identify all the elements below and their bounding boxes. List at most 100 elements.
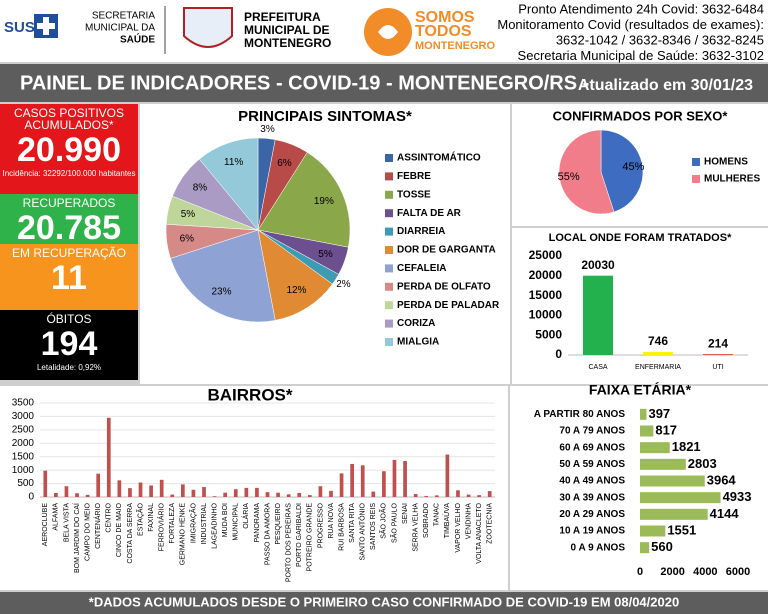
data-label: 4933 xyxy=(723,489,752,504)
indicator-label: EM RECUPERAÇÃO xyxy=(11,246,127,260)
x-tick-label: VAPOR VELHO xyxy=(455,502,462,552)
indicator: ÓBITOS 194 Letalidade: 0,92% xyxy=(0,310,138,380)
data-label: 817 xyxy=(655,422,677,437)
x-tick-label: BELA VISTA xyxy=(63,503,70,542)
bar xyxy=(255,487,259,497)
bar xyxy=(640,525,666,537)
contact-text: Monitoramento Covid (resultados de exame… xyxy=(497,17,764,32)
bar xyxy=(640,442,670,454)
y-tick-label: 25000 xyxy=(529,248,563,262)
bar xyxy=(640,425,654,437)
y-tick-label: 70 A 79 ANOS xyxy=(559,426,625,437)
bar xyxy=(583,275,613,355)
bar xyxy=(477,495,481,497)
y-tick-label: 40 A 49 ANOS xyxy=(559,476,625,487)
bar xyxy=(466,494,471,497)
bar xyxy=(703,354,733,355)
contact-text: Pronto Atendimento 24h Covid: 3632-6484 xyxy=(518,1,764,16)
x-tick-label: BOM JARDIM DO CAÍ xyxy=(72,503,81,573)
contact-text: 3632-1042 / 3632-8346 / 3632-8245 xyxy=(556,32,764,47)
indicator-note: Letalidade: 0,92% xyxy=(36,363,102,372)
x-tick-label: AEROCLUBE xyxy=(42,503,49,547)
y-tick-label: 2500 xyxy=(12,424,35,435)
indicator: EM RECUPERAÇÃO 11 xyxy=(0,244,138,310)
panel xyxy=(0,386,508,590)
x-tick-label: RUI BARBOSA xyxy=(338,503,345,551)
y-tick-label: 0 xyxy=(555,347,562,361)
bar xyxy=(640,542,650,554)
y-tick-label: 30 A 39 ANOS xyxy=(559,492,625,503)
legend-swatch xyxy=(385,246,393,254)
pie-slice xyxy=(199,137,259,231)
bar xyxy=(202,487,206,497)
legend-swatch xyxy=(385,282,393,291)
legend-swatch xyxy=(385,264,393,273)
campaign-heart xyxy=(378,25,398,39)
pie-label: 5% xyxy=(181,209,196,220)
pie-slice xyxy=(257,151,351,248)
pie-slice xyxy=(600,129,644,213)
bar xyxy=(456,490,460,497)
bar xyxy=(128,488,132,497)
bar xyxy=(75,493,79,497)
x-tick-label: ENFERMARIA xyxy=(635,364,681,371)
pie-label: 6% xyxy=(277,158,292,169)
chart-title: FAIXA ETÁRIA* xyxy=(589,382,692,398)
bar xyxy=(445,454,450,497)
legend-swatch xyxy=(692,158,700,166)
secretaria-text: MUNICIPAL DA xyxy=(85,23,155,34)
pie-label: 6% xyxy=(180,234,195,245)
x-tick-label: GERMANO HENKE xyxy=(180,503,187,566)
chart-title: BAIRROS* xyxy=(207,385,292,404)
pie-label: 55% xyxy=(558,171,580,183)
x-tick-label: 4000 xyxy=(693,566,717,578)
x-tick-label: FERROVIÁRIO xyxy=(157,502,166,551)
bar xyxy=(307,495,312,497)
panel xyxy=(510,386,768,590)
legend-swatch xyxy=(385,172,393,181)
legend-label: HOMENS xyxy=(704,157,748,168)
bar xyxy=(487,491,492,497)
indicator-note: Incidência: 32292/100.000 habitantes xyxy=(2,169,136,178)
footer: *DADOS ACUMULADOS DESDE O PRIMEIRO CASO … xyxy=(89,594,679,609)
x-tick-label: PORTO DOS PEREIRAS xyxy=(286,503,293,582)
x-tick-label: CENTRO xyxy=(106,502,113,532)
indicator-value: 194 xyxy=(40,325,98,363)
indicator: RECUPERADOS 20.785 xyxy=(0,194,138,247)
x-tick-label: MUDA BOI xyxy=(222,503,229,537)
y-tick-label: 3000 xyxy=(12,411,35,422)
x-tick-label: CAMPO DO MEIO xyxy=(84,502,91,561)
legend-label: FALTA DE AR xyxy=(397,208,462,219)
y-tick-label: 20 A 29 ANOS xyxy=(559,509,625,520)
bar xyxy=(138,482,143,497)
x-tick-label: SENAI xyxy=(402,503,409,524)
panel xyxy=(512,228,768,384)
sus-cross xyxy=(37,23,55,29)
footer-bg xyxy=(0,592,768,614)
y-tick-label: 5000 xyxy=(535,327,562,341)
x-tick-label: CASA xyxy=(588,364,607,371)
x-tick-label: TIMBAÚVA xyxy=(442,503,451,539)
bar xyxy=(149,485,153,497)
bar xyxy=(117,480,122,497)
bar xyxy=(392,459,397,497)
bar xyxy=(170,494,175,497)
bar xyxy=(640,458,686,470)
x-tick-label: ZOOTECNIA xyxy=(487,503,494,544)
x-tick-label: SÃO JOÃO xyxy=(379,502,388,538)
secretaria-text: SAÚDE xyxy=(120,33,155,46)
legend-swatch xyxy=(385,209,393,218)
data-label: 20030 xyxy=(581,258,615,272)
bar xyxy=(640,508,708,520)
y-tick-label: 10000 xyxy=(529,308,563,322)
prefeitura-text: MONTENEGRO xyxy=(244,36,331,50)
bar xyxy=(318,486,323,497)
legend-swatch xyxy=(385,227,393,236)
sus-text: SUS xyxy=(4,19,35,36)
indicator-value: 20.990 xyxy=(17,131,121,169)
bar xyxy=(643,352,673,355)
pie-label: 45% xyxy=(622,161,644,173)
x-tick-label: SANTOS REIS xyxy=(370,503,377,550)
